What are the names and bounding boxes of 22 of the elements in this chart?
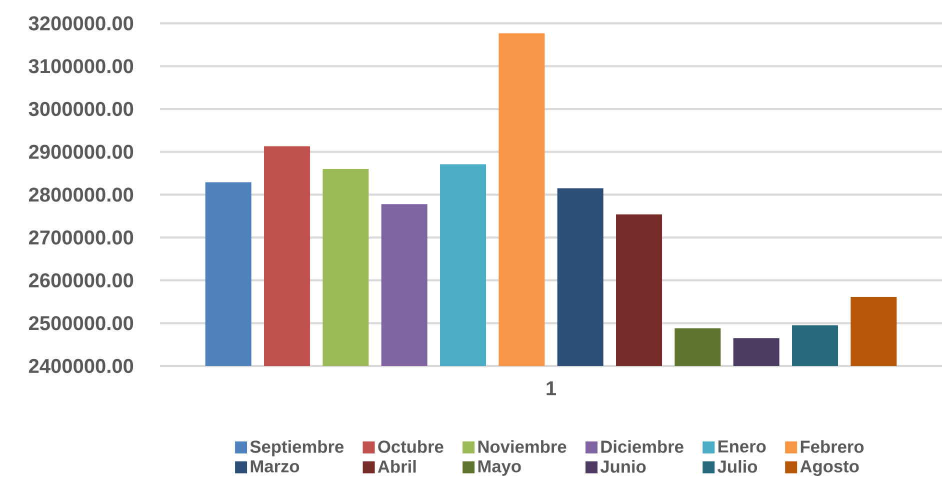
legend-label: Febrero [800,440,864,453]
y-tick-label: 2500000.00 [28,316,134,330]
legend-label: Agosto [800,460,859,476]
legend-label: Mayo [478,460,521,476]
legend-label: Septiembre [250,440,344,456]
legend-label: Enero [718,440,766,453]
y-tick-label: 2400000.00 [28,358,134,374]
legend-label: Julio [718,460,758,473]
y-tick-label: 2700000.00 [28,230,134,245]
y-tick-label: 2800000.00 [28,188,134,202]
y-tick-label: 3200000.00 [28,16,134,30]
y-tick-label: 2600000.00 [28,273,134,288]
x-tick-label: 1 [546,381,556,396]
legend-label: Octubre [378,440,444,453]
legend-label: Abril [378,460,416,473]
y-tick-label: 3100000.00 [28,59,134,74]
y-tick-label: 3000000.00 [28,102,134,116]
legend-label: Noviembre [478,440,566,453]
legend-label: Marzo [250,460,300,472]
y-tick-label: 2900000.00 [28,144,134,159]
legend-label: Junio [600,460,646,473]
legend-label: Diciembre [601,440,684,453]
